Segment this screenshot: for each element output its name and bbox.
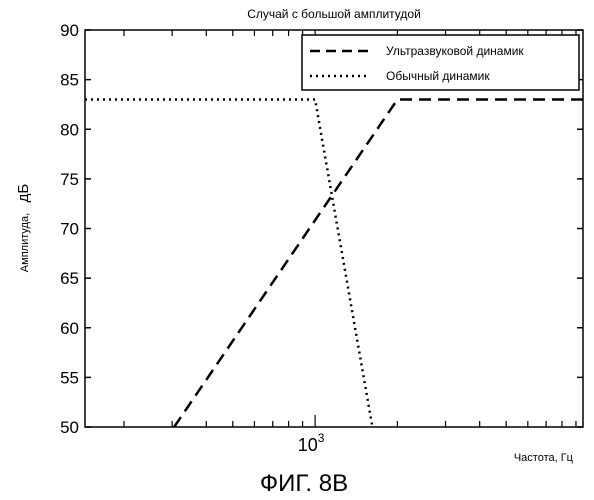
y-tick-label: 70	[60, 220, 79, 239]
chart-title: Случай с большой амплитудой	[247, 7, 421, 21]
y-axis-label: Амплитуда, дБ	[15, 184, 32, 273]
series-line-ultrasonic	[174, 100, 583, 428]
x-tick-label-base: 10	[298, 435, 318, 455]
y-tick-label: 85	[60, 71, 79, 90]
y-tick-label: 65	[60, 269, 79, 288]
y-axis-label-unit: дБ	[15, 184, 32, 203]
legend-label-ultrasonic: Ультразвуковой динамик	[386, 44, 524, 58]
series-line-conventional	[85, 100, 372, 428]
legend: Ультразвуковой динамик Обычный динамик	[302, 35, 579, 90]
x-tick-label: 103	[298, 431, 325, 455]
svg-text:Амплитуда, дБ: Амплитуда, дБ	[15, 184, 32, 273]
y-tick-label: 55	[60, 368, 79, 387]
y-tick-label: 60	[60, 319, 79, 338]
y-tick-label: 50	[60, 418, 79, 437]
y-tick-label: 80	[60, 120, 79, 139]
x-axis: 103	[124, 30, 576, 455]
y-tick-label: 75	[60, 170, 79, 189]
x-tick-label-exponent: 3	[318, 431, 325, 445]
y-axis-label-text: Амплитуда,	[19, 213, 31, 272]
x-axis-label: Частота, Гц	[514, 452, 574, 464]
legend-label-conventional: Обычный динамик	[386, 69, 490, 83]
y-tick-label: 90	[60, 21, 79, 40]
figure-caption: ФИГ. 8В	[260, 470, 348, 497]
series-layer	[85, 100, 583, 428]
